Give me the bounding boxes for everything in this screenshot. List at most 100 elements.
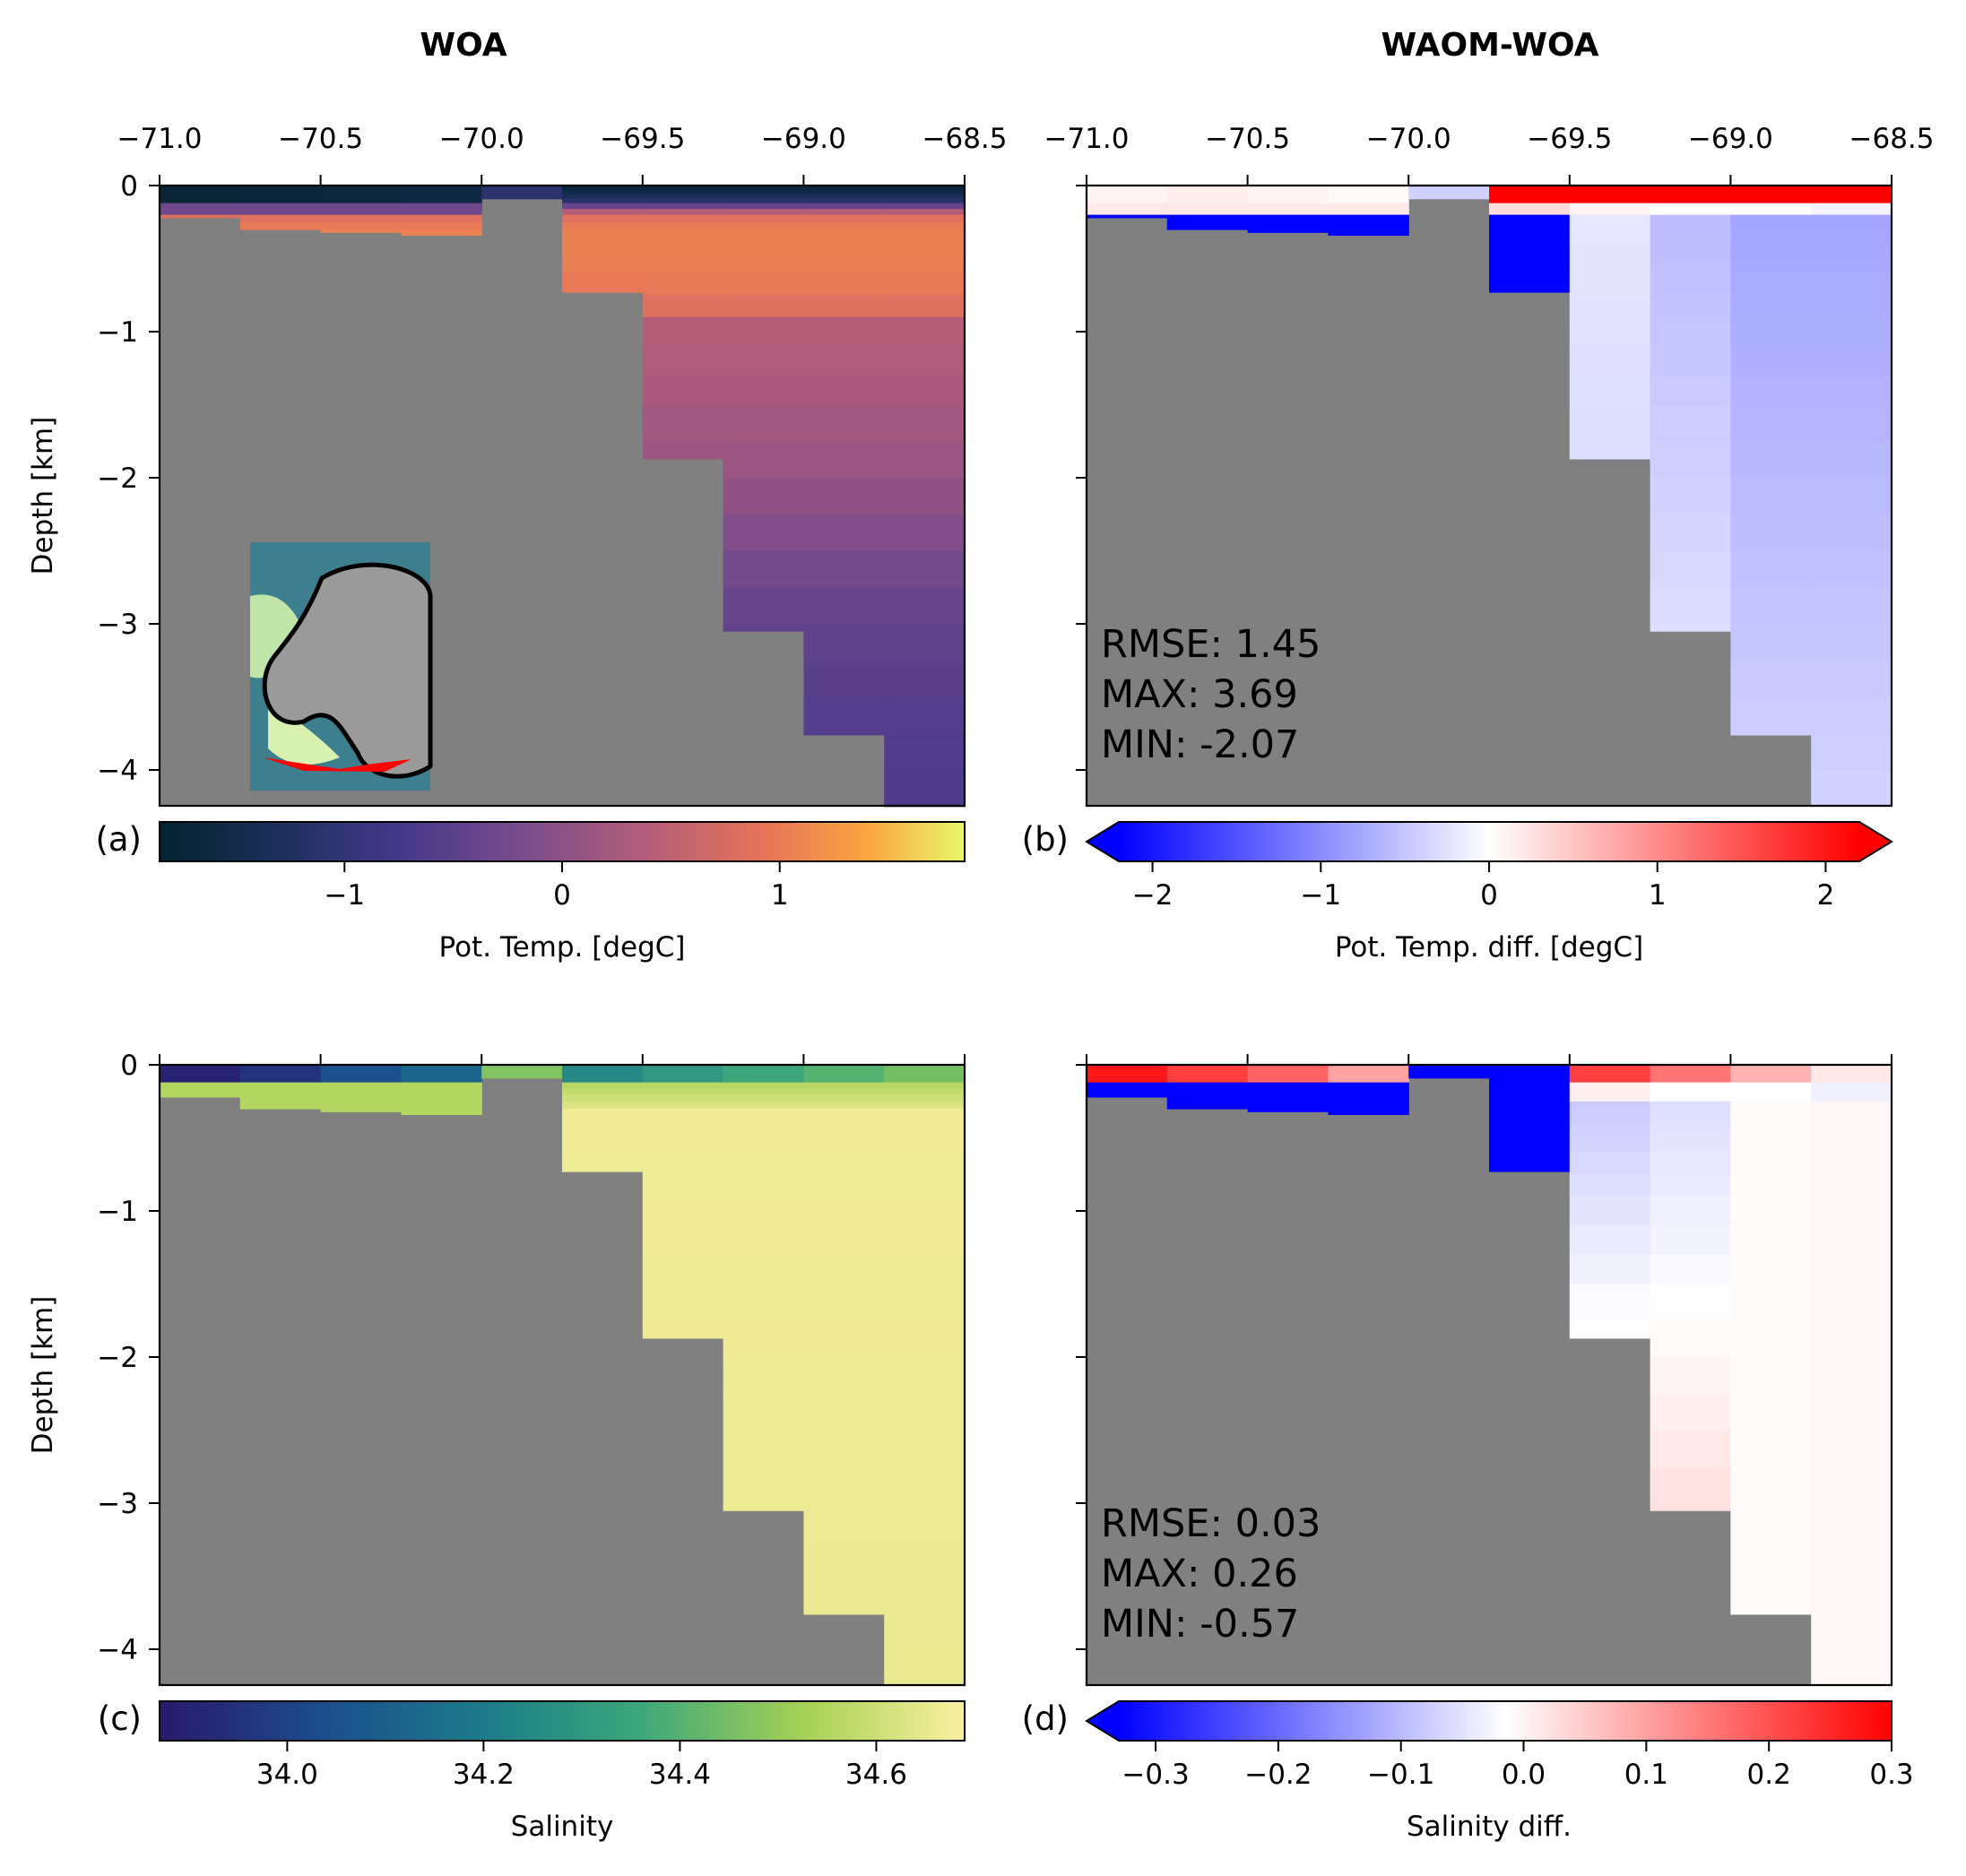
heatmap-cell: [1650, 1503, 1731, 1511]
heatmap-cell: [562, 1108, 644, 1124]
heatmap-cell: [803, 189, 885, 195]
heatmap-cell: [1811, 1539, 1892, 1578]
heatmap-cell: [1166, 1077, 1249, 1084]
heatmap-cell: [1650, 375, 1731, 406]
panel-label: (b): [1022, 820, 1069, 859]
stats-min: MIN: -0.57: [1101, 1602, 1299, 1647]
heatmap-cell: [803, 1101, 885, 1110]
heatmap-cell: [1811, 1082, 1892, 1089]
heatmap-cell: [1166, 1101, 1249, 1110]
heatmap-cell: [1489, 1108, 1571, 1124]
heatmap-cell: [1166, 209, 1249, 216]
heatmap-cell: [401, 1065, 482, 1070]
heatmap-cell: [723, 441, 804, 479]
heatmap-cell: [160, 214, 241, 219]
heatmap-cell: [803, 660, 885, 698]
heatmap-cell: [642, 1320, 724, 1339]
heatmap-cell: [803, 696, 885, 734]
heatmap-cell: [1087, 209, 1168, 216]
heatmap-cell: [884, 1320, 966, 1358]
heatmap-cell: [1730, 295, 1812, 318]
heatmap-cell: [642, 1152, 724, 1175]
heatmap-cell: [320, 1082, 402, 1089]
heatmap-cell: [1650, 1123, 1731, 1139]
heatmap-cell: [239, 198, 322, 204]
heatmap-cell: [803, 1196, 885, 1226]
heatmap-cell: [1166, 186, 1249, 191]
heatmap-cell: [642, 221, 724, 230]
heatmap-cell: [723, 478, 804, 515]
heatmap-cell: [1247, 1088, 1329, 1095]
heatmap-cell: [1166, 194, 1249, 200]
heatmap-cell: [562, 1101, 644, 1110]
heatmap-cell: [401, 229, 482, 236]
heatmap-cell: [562, 203, 644, 210]
heatmap-cell: [1730, 244, 1812, 260]
heatmap-cell: [1811, 1065, 1892, 1070]
heatmap-cell: [1247, 1077, 1329, 1084]
heatmap-cell: [160, 1065, 241, 1070]
heatmap-cell: [1730, 346, 1812, 376]
heatmap-cell: [1247, 203, 1329, 210]
heatmap-cell: [642, 209, 724, 216]
stats-max: MAX: 3.69: [1101, 672, 1298, 717]
heatmap-cell: [1650, 1466, 1731, 1504]
heatmap-cell: [1811, 1088, 1892, 1095]
heatmap-cell: [642, 1073, 724, 1079]
heatmap-cell: [723, 1152, 804, 1175]
heatmap-cell: [884, 733, 966, 771]
heatmap-cell: [160, 194, 241, 200]
heatmap-cell: [1247, 1065, 1329, 1070]
y-tick-label: −4: [97, 1634, 138, 1666]
heatmap-cell: [401, 209, 482, 216]
heatmap-cell: [1569, 186, 1651, 191]
heatmap-cell: [160, 1094, 241, 1098]
heatmap-cell: [1650, 214, 1731, 223]
heatmap-cell: [884, 346, 966, 376]
heatmap-cell: [723, 514, 804, 552]
heatmap-cell: [1811, 375, 1892, 406]
heatmap-cell: [1730, 404, 1812, 442]
heatmap-cell: [1569, 1065, 1651, 1070]
y-axis-label: Depth [km]: [27, 417, 59, 575]
x-tick-label: −70.5: [1205, 123, 1290, 155]
heatmap-cell: [1328, 203, 1409, 210]
heatmap-cell: [239, 1088, 322, 1095]
heatmap-cell: [884, 1094, 966, 1102]
heatmap-cell: [1166, 198, 1249, 204]
heatmap-cell: [1569, 404, 1651, 442]
heatmap-cell: [884, 1284, 966, 1321]
heatmap-cell: [642, 1137, 724, 1154]
heatmap-cell: [1811, 478, 1892, 515]
heatmap-cell: [1811, 189, 1892, 195]
heatmap-cell: [1730, 1357, 1812, 1395]
heatmap-cell: [803, 194, 885, 200]
heatmap-cell: [1650, 550, 1731, 588]
heatmap-cell: [239, 214, 322, 223]
colorbar-extend-min: [1087, 1701, 1119, 1741]
heatmap-cell: [723, 203, 804, 210]
heatmap-cell: [481, 1068, 563, 1075]
heatmap-cell: [1569, 1082, 1651, 1089]
heatmap-cell: [1087, 1068, 1168, 1075]
heatmap-cell: [401, 1068, 482, 1075]
heatmap-cell: [1650, 1393, 1731, 1431]
axes-frame: [158, 1063, 966, 1687]
heatmap-cell: [642, 441, 724, 460]
heatmap-cell: [803, 1108, 885, 1124]
heatmap-cell: [884, 1137, 966, 1154]
heatmap-cell: [884, 198, 966, 204]
heatmap-cell: [1811, 209, 1892, 216]
heatmap-cell: [803, 1539, 885, 1578]
heatmap-cell: [884, 1225, 966, 1256]
heatmap-cell: [1569, 1137, 1651, 1154]
heatmap-cell: [1811, 1320, 1892, 1358]
colorbar-tick-label: 0: [553, 879, 571, 912]
heatmap-cell: [723, 1196, 804, 1226]
heatmap-cell: [1730, 221, 1812, 230]
colorbar-tick-label: −0.3: [1122, 1759, 1189, 1791]
heatmap-cell: [1811, 1068, 1892, 1075]
heatmap-cell: [1166, 1094, 1249, 1102]
heatmap-cell: [1166, 203, 1249, 210]
heatmap-cell: [239, 1101, 322, 1110]
